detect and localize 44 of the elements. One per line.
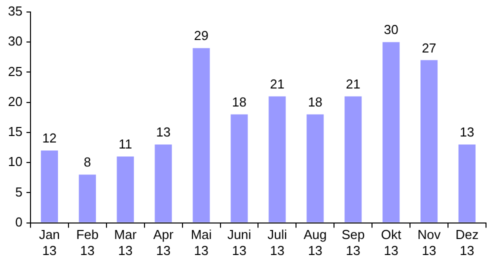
x-tick-label: Feb 13: [76, 227, 99, 258]
bar: [268, 96, 286, 222]
data-label: 29: [194, 28, 209, 44]
y-tick-label: 20: [8, 94, 22, 109]
data-label: 30: [384, 22, 398, 38]
x-tick-label: Mar 13: [114, 227, 138, 258]
y-tick-label: 35: [8, 4, 22, 19]
bar: [344, 96, 362, 222]
bar: [458, 144, 476, 222]
y-tick-label: 10: [8, 154, 22, 170]
x-tick-label: Nov 13: [417, 227, 442, 258]
x-tick-label: Juni 13: [227, 227, 252, 258]
data-label: 21: [270, 76, 284, 92]
bar: [230, 114, 248, 222]
data-label: 11: [118, 136, 132, 152]
data-label: 27: [422, 40, 436, 56]
data-label: 21: [346, 76, 360, 92]
x-tick-label: Dez 13: [455, 227, 479, 258]
data-label: 13: [156, 124, 171, 140]
y-tick-label: 0: [15, 214, 22, 230]
x-tick-label: Mai 13: [190, 227, 212, 258]
data-label: 18: [232, 94, 246, 110]
y-tick-label: 5: [15, 184, 22, 200]
bar: [116, 156, 134, 222]
y-tick-label: 15: [8, 124, 22, 140]
data-label: 8: [84, 154, 92, 170]
x-tick-label: Juli 13: [267, 227, 288, 258]
x-tick-label: Apr 13: [153, 227, 174, 258]
bar: [382, 42, 400, 222]
x-tick-label: Jan 13: [38, 227, 60, 258]
data-label: 12: [42, 130, 57, 146]
x-tick-label: Aug 13: [304, 227, 327, 258]
bar: [420, 60, 438, 222]
x-tick-label: Okt 13: [380, 227, 402, 258]
bar: [306, 114, 324, 222]
y-tick-label: 30: [8, 34, 22, 49]
data-label: 13: [460, 124, 474, 140]
bar: [40, 150, 58, 222]
y-tick-label: 25: [8, 64, 22, 79]
bar: [154, 144, 172, 222]
data-label: 18: [308, 94, 322, 110]
bar: [192, 48, 210, 222]
x-tick-label: Sep 13: [342, 227, 365, 258]
bar: [78, 174, 96, 222]
